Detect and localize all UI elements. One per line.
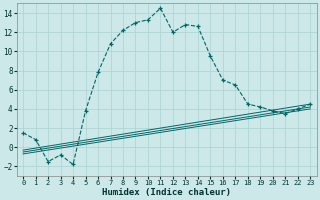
- X-axis label: Humidex (Indice chaleur): Humidex (Indice chaleur): [102, 188, 231, 197]
